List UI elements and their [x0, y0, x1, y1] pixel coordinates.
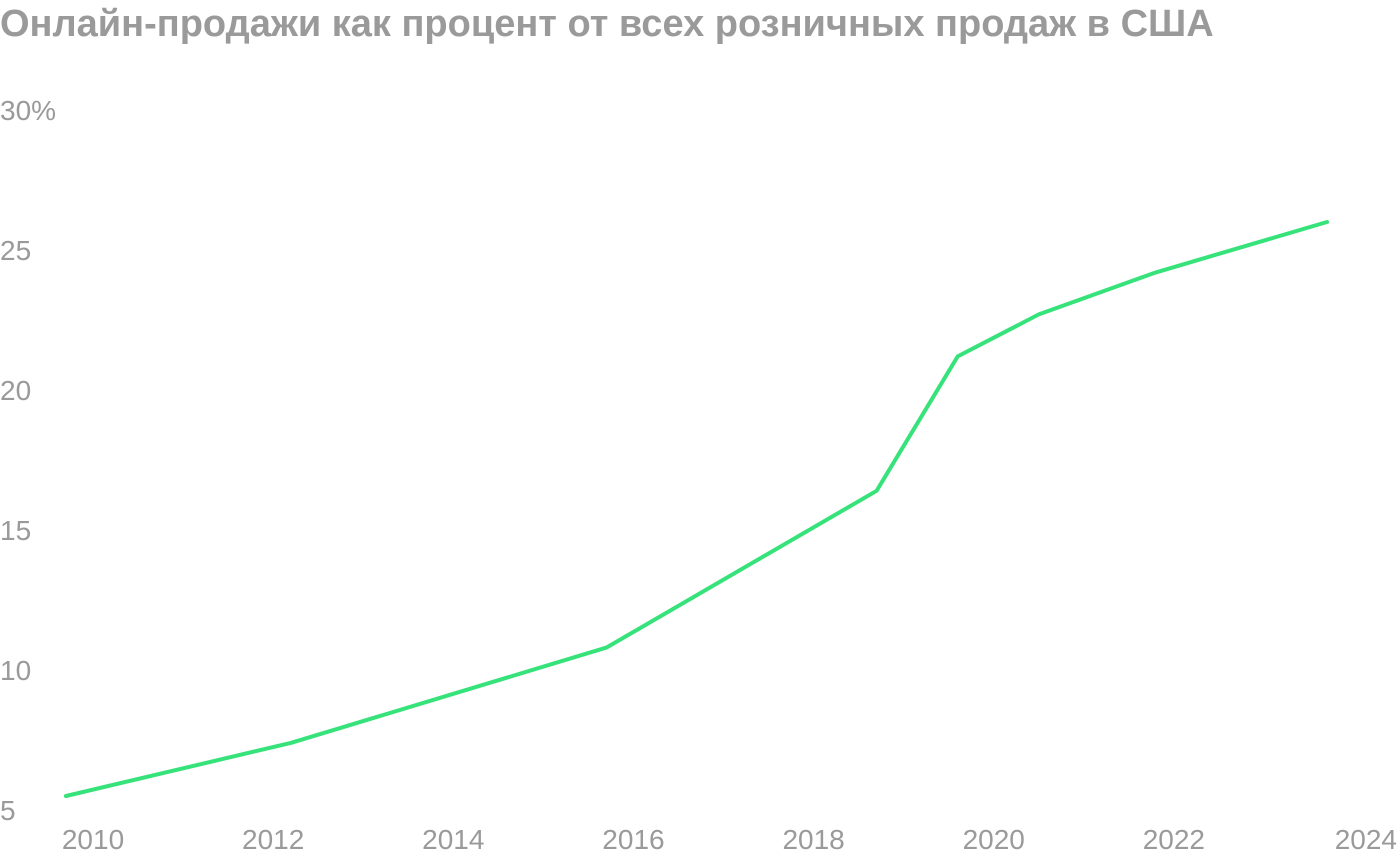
- y-tick-label: 5: [0, 795, 16, 826]
- x-axis-ticks: 2010 2012 2014 2016 2018 2020 2022 2024: [62, 824, 1397, 855]
- x-tick-label: 2010: [62, 824, 124, 855]
- x-tick-label: 2014: [422, 824, 484, 855]
- y-tick-label: 15: [0, 515, 31, 546]
- x-tick-label: 2016: [602, 824, 664, 855]
- x-tick-label: 2024: [1335, 824, 1397, 855]
- y-tick-label: 10: [0, 655, 31, 686]
- series-layer: [64, 220, 1329, 798]
- x-tick-label: 2012: [242, 824, 304, 855]
- chart-title: Онлайн-продажи как процент от всех розни…: [0, 3, 1214, 45]
- y-tick-label: 30%: [0, 95, 56, 126]
- y-axis-ticks: 5 10 15 20 25 30%: [0, 95, 56, 826]
- x-tick-label: 2022: [1143, 824, 1205, 855]
- x-tick-label: 2020: [963, 824, 1025, 855]
- y-tick-label: 25: [0, 235, 31, 266]
- x-tick-label: 2018: [782, 824, 844, 855]
- y-tick-label: 20: [0, 375, 31, 406]
- series-line: [64, 220, 1329, 798]
